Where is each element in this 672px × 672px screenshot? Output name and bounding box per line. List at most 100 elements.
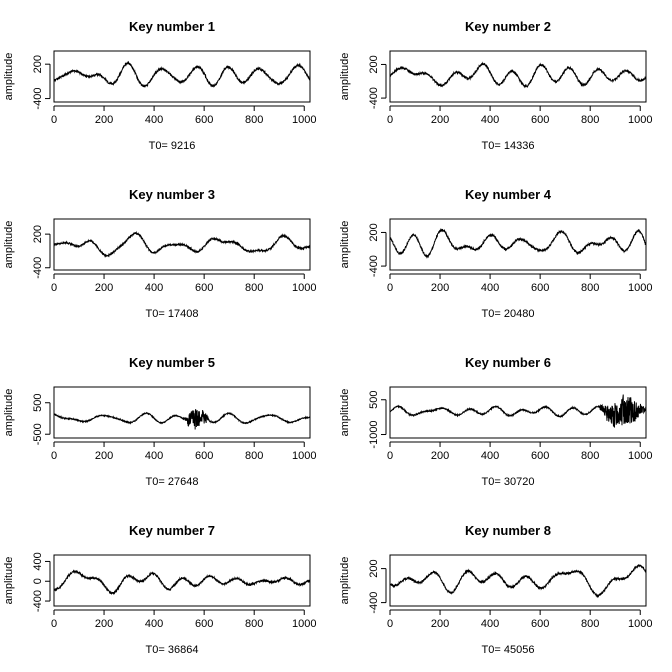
series-line — [389, 61, 647, 89]
panel-key-6: Key number 6 0 200 400 600 800 1000 T0= 30720 -1… — [339, 355, 652, 488]
x-tick-label: 400 — [145, 450, 163, 462]
series-line — [389, 394, 647, 428]
x-tick-label: 800 — [581, 114, 599, 126]
y-tick-label: -500 — [32, 423, 44, 445]
plot-frame — [53, 386, 311, 439]
y-tick-label: -400 — [368, 592, 380, 614]
x-tick-label: 800 — [245, 114, 263, 126]
x-tick-label: 600 — [531, 450, 549, 462]
x-tick-label: 800 — [245, 450, 263, 462]
y-tick-label: -400 — [32, 257, 44, 279]
x-tick-label: 1000 — [292, 282, 316, 294]
x-tick-label: 400 — [145, 618, 163, 630]
series-line — [389, 228, 647, 259]
x-tick-label: 600 — [531, 282, 549, 294]
x-tick-label: 400 — [481, 282, 499, 294]
x-tick-label: 0 — [51, 282, 57, 294]
panel-title: Key number 3 — [129, 187, 215, 202]
x-tick-label: 0 — [387, 114, 393, 126]
x-tick-label: 400 — [145, 114, 163, 126]
x-tick-label: 600 — [531, 114, 549, 126]
x-axis-label: T0= 45056 — [482, 644, 535, 656]
x-tick-label: 600 — [531, 618, 549, 630]
x-tick-label: 200 — [95, 618, 113, 630]
x-tick-label: 600 — [195, 618, 213, 630]
y-axis-label: amplitude — [3, 53, 15, 101]
series-line — [53, 230, 311, 258]
plot-frame — [389, 218, 647, 271]
x-tick-label: 800 — [581, 282, 599, 294]
x-axis-label: T0= 17408 — [146, 308, 199, 320]
y-tick-label: 500 — [32, 394, 44, 412]
x-tick-label: 1000 — [628, 282, 652, 294]
plot-frame — [389, 554, 647, 607]
y-tick-label: -400 — [32, 590, 44, 612]
x-tick-label: 600 — [195, 282, 213, 294]
x-axis-label: T0= 9216 — [149, 140, 196, 152]
panel-title: Key number 7 — [129, 523, 215, 538]
panel-key-5: Key number 5 0 200 400 600 800 1000 T0= 27648 -5… — [3, 355, 316, 488]
x-tick-label: 800 — [245, 618, 263, 630]
y-axis-label: amplitude — [3, 557, 15, 605]
y-axis-label: amplitude — [3, 389, 15, 437]
x-tick-label: 1000 — [628, 450, 652, 462]
y-axis-label: amplitude — [3, 221, 15, 269]
x-tick-label: 800 — [245, 282, 263, 294]
y-tick-label: 400 — [32, 552, 44, 570]
x-tick-label: 1000 — [292, 450, 316, 462]
y-tick-label: 200 — [32, 225, 44, 243]
y-tick-label: 500 — [368, 391, 380, 409]
x-tick-label: 400 — [481, 114, 499, 126]
y-tick-label: -400 — [368, 87, 380, 109]
y-tick-label: 200 — [368, 55, 380, 73]
series-line — [53, 569, 311, 595]
y-tick-label: 200 — [368, 223, 380, 241]
x-tick-label: 800 — [581, 618, 599, 630]
x-axis-label: T0= 30720 — [482, 476, 535, 488]
x-tick-label: 400 — [481, 618, 499, 630]
panel-key-4: Key number 4 0 200 400 600 800 1000 T0= 20480 -4… — [339, 187, 652, 320]
y-axis-label: amplitude — [339, 221, 351, 269]
x-tick-label: 200 — [431, 450, 449, 462]
x-axis-label: T0= 20480 — [482, 308, 535, 320]
y-axis-label: amplitude — [339, 557, 351, 605]
y-tick-label: -1000 — [368, 420, 380, 448]
panel-title: Key number 4 — [465, 187, 552, 202]
y-axis-label: amplitude — [339, 53, 351, 101]
panel-title: Key number 8 — [465, 523, 551, 538]
x-tick-label: 400 — [481, 450, 499, 462]
x-tick-label: 1000 — [292, 618, 316, 630]
x-tick-label: 200 — [95, 282, 113, 294]
x-axis-label: T0= 36864 — [146, 644, 199, 656]
y-tick-label: 0 — [32, 578, 44, 584]
panel-key-3: Key number 3 0 200 400 600 800 1000 T0= 17408 -4… — [3, 187, 316, 320]
x-tick-label: 200 — [431, 618, 449, 630]
plot-frame — [53, 50, 311, 103]
x-tick-label: 200 — [95, 114, 113, 126]
panel-key-1: Key number 1 0 200 400 600 800 1000 T0= 9216 -40… — [3, 19, 316, 152]
x-tick-label: 200 — [431, 114, 449, 126]
x-tick-label: 0 — [51, 618, 57, 630]
panel-key-7: Key number 7 0 200 400 600 800 1000 T0= 36864 -4… — [3, 523, 316, 656]
plot-frame — [389, 386, 647, 439]
x-axis-label: T0= 27648 — [146, 476, 199, 488]
panel-key-2: Key number 2 0 200 400 600 800 1000 T0= 14336 -4… — [339, 19, 652, 152]
x-tick-label: 400 — [145, 282, 163, 294]
y-tick-label: -400 — [368, 255, 380, 277]
x-tick-label: 0 — [51, 450, 57, 462]
x-tick-label: 1000 — [292, 114, 316, 126]
panel-key-8: Key number 8 0 200 400 600 800 1000 T0= 45056 -4… — [339, 523, 652, 656]
panel-title: Key number 5 — [129, 355, 215, 370]
x-tick-label: 200 — [95, 450, 113, 462]
x-tick-label: 600 — [195, 450, 213, 462]
series-line — [53, 409, 311, 430]
y-tick-label: 200 — [32, 55, 44, 73]
panel-title: Key number 2 — [465, 19, 551, 34]
y-tick-label: 200 — [368, 559, 380, 577]
x-tick-label: 0 — [387, 282, 393, 294]
y-tick-label: -400 — [32, 88, 44, 110]
series-line — [53, 60, 311, 88]
x-tick-label: 800 — [581, 450, 599, 462]
series-line — [389, 563, 647, 599]
